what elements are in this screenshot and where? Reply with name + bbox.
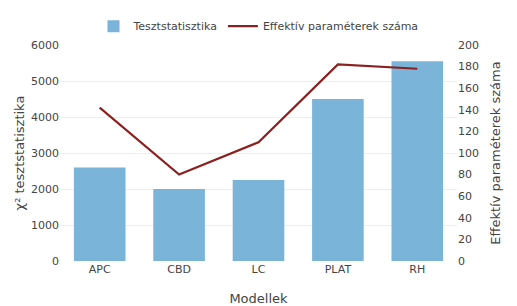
- svg-text:80: 80: [458, 168, 472, 181]
- svg-text:PLAT: PLAT: [325, 263, 352, 276]
- svg-text:180: 180: [458, 60, 479, 73]
- svg-text:3000: 3000: [31, 147, 59, 160]
- svg-text:Effektív paraméterek száma: Effektív paraméterek száma: [263, 20, 418, 33]
- svg-text:CBD: CBD: [167, 263, 191, 276]
- svg-text:200: 200: [458, 39, 479, 52]
- svg-text:120: 120: [458, 125, 479, 138]
- svg-text:RH: RH: [409, 263, 425, 276]
- svg-text:60: 60: [458, 190, 472, 203]
- svg-text:20: 20: [458, 233, 472, 246]
- svg-text:1000: 1000: [31, 219, 59, 232]
- svg-text:Tesztstatisztika: Tesztstatisztika: [133, 20, 217, 33]
- svg-text:2000: 2000: [31, 183, 59, 196]
- svg-text:100: 100: [458, 147, 479, 160]
- svg-text:APC: APC: [89, 263, 111, 276]
- svg-text:LC: LC: [252, 263, 266, 276]
- svg-text:0: 0: [458, 255, 465, 268]
- svg-text:χ² tesztstatisztika: χ² tesztstatisztika: [12, 96, 27, 211]
- svg-text:5000: 5000: [31, 75, 59, 88]
- svg-text:0: 0: [52, 255, 59, 268]
- svg-text:6000: 6000: [31, 39, 59, 52]
- svg-text:140: 140: [458, 104, 479, 117]
- svg-text:4000: 4000: [31, 111, 59, 124]
- svg-text:160: 160: [458, 82, 479, 95]
- svg-text:Effektív paraméterek száma: Effektív paraméterek száma: [488, 61, 503, 244]
- svg-text:Modellek: Modellek: [229, 291, 288, 306]
- svg-text:40: 40: [458, 212, 472, 225]
